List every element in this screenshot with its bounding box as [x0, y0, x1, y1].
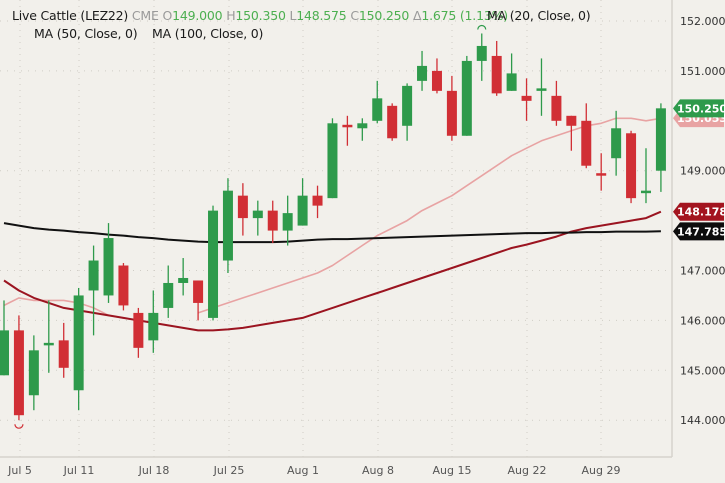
- x-tick-label: Jul 11: [63, 464, 95, 477]
- candle-body: [476, 45, 487, 61]
- legend-ma50[interactable]: MA (50, Close, 0): [34, 26, 138, 41]
- candle-body: [491, 55, 502, 94]
- ma-line: [3, 210, 662, 332]
- legend-ma20[interactable]: MA (20, Close, 0): [487, 8, 591, 23]
- candle-body: [237, 195, 248, 219]
- x-tick-label: Aug 1: [287, 464, 319, 477]
- candle-body: [327, 123, 338, 199]
- price-tag-ma50: 148.178: [673, 202, 725, 221]
- candle-body: [506, 73, 517, 91]
- candle-body: [267, 210, 278, 231]
- candle-body: [655, 108, 666, 171]
- candle-body: [342, 124, 353, 128]
- candle-body: [521, 95, 532, 101]
- candle-body: [193, 280, 204, 303]
- time-axis[interactable]: Jul 5 Jul 11 Jul 18 Jul 25 Aug 1 Aug 8 Aug 15 A…: [7, 464, 620, 477]
- y-tick-label: 147.000: [680, 265, 725, 278]
- candle-body: [88, 260, 99, 291]
- x-tick-label: Jul 25: [213, 464, 245, 477]
- candle-body: [431, 70, 442, 91]
- candle-body: [596, 173, 607, 176]
- price-tag-ma100: 147.785: [673, 222, 725, 241]
- y-tick-label: 149.000: [680, 165, 725, 178]
- high-marker-icon: [477, 24, 487, 30]
- candle-body: [611, 128, 622, 159]
- candle-body: [178, 277, 189, 283]
- candle-body: [461, 60, 472, 136]
- candle-body: [566, 115, 577, 126]
- candle-body: [28, 350, 39, 396]
- svg-text:150.250: 150.250: [677, 102, 725, 115]
- y-tick-label: 146.000: [680, 314, 725, 327]
- candle-body: [222, 190, 233, 261]
- symbol-name: Live Cattle (LEZ22): [12, 8, 129, 23]
- candle-body: [252, 210, 263, 219]
- x-tick-label: Jul 18: [138, 464, 170, 477]
- x-tick-label: Aug 8: [362, 464, 394, 477]
- candle-body: [43, 342, 54, 346]
- y-tick-label: 151.000: [680, 65, 725, 78]
- open-label: O: [162, 8, 173, 23]
- candle-body: [536, 88, 547, 91]
- close-label: C: [350, 8, 359, 23]
- extreme-markers: [14, 24, 487, 429]
- y-tick-label: 144.000: [680, 414, 725, 427]
- candle-body: [417, 65, 428, 81]
- price-axis[interactable]: 152.000 151.000 149.000 147.000 146.000 145.0…: [680, 15, 725, 427]
- exchange: CME: [131, 8, 159, 23]
- candle-body: [640, 190, 651, 194]
- y-tick-label: 145.000: [680, 364, 725, 377]
- x-tick-label: Aug 22: [508, 464, 547, 477]
- low-marker-icon: [14, 424, 24, 429]
- x-tick-label: Aug 15: [433, 464, 472, 477]
- candle-body: [312, 195, 323, 206]
- candle-body: [58, 340, 69, 368]
- candle-body: [208, 210, 219, 318]
- high-label: H: [226, 8, 236, 23]
- x-tick-label: Aug 29: [582, 464, 621, 477]
- candle-body: [581, 120, 592, 166]
- low-value: 148.575: [296, 8, 347, 23]
- candle-body: [133, 312, 144, 348]
- candle-body: [282, 213, 293, 231]
- close-value: 150.250: [358, 8, 410, 23]
- ma-line: [197, 117, 662, 314]
- x-tick-label: Jul 5: [7, 464, 32, 477]
- candle-body: [118, 265, 129, 306]
- legend-row-1: Live Cattle (LEZ22) CME O149.000 H150.35…: [12, 8, 508, 23]
- change-label: Δ: [412, 8, 422, 23]
- y-tick-label: 152.000: [680, 15, 725, 28]
- candle-body: [297, 195, 308, 226]
- svg-text:148.178: 148.178: [677, 206, 725, 219]
- candle-body: [103, 238, 114, 296]
- candle-body: [402, 85, 413, 126]
- ma-line: [3, 222, 661, 244]
- candles: [0, 33, 666, 421]
- change-value: 1.675 (1.13%): [421, 8, 508, 23]
- grid-lines: [0, 0, 672, 457]
- candle-body: [387, 105, 398, 139]
- candle-body: [0, 330, 9, 376]
- candle-body: [73, 295, 84, 391]
- price-tag-close: 150.250: [673, 99, 725, 118]
- candle-body: [551, 95, 562, 121]
- legend-ma100[interactable]: MA (100, Close, 0): [152, 26, 264, 41]
- candle-body: [13, 330, 24, 416]
- open-value: 149.000: [172, 8, 223, 23]
- candle-body: [148, 312, 159, 341]
- candle-body: [446, 90, 457, 136]
- candle-body: [357, 123, 368, 129]
- candle-body: [372, 98, 383, 121]
- candle-body: [626, 133, 637, 199]
- svg-text:147.785: 147.785: [677, 225, 725, 238]
- high-value: 150.350: [235, 8, 286, 23]
- low-label: L: [289, 8, 297, 23]
- candle-body: [163, 282, 174, 308]
